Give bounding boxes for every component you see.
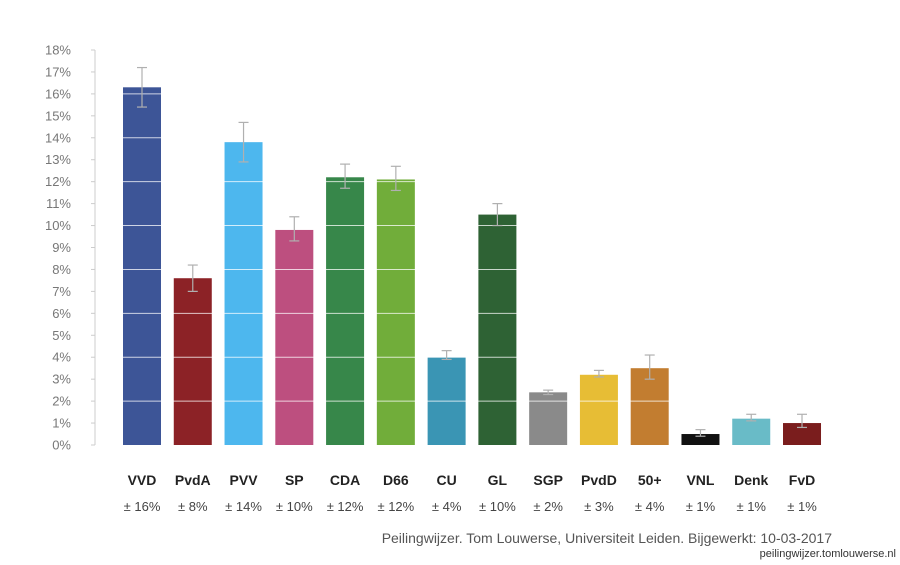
source-credit: Peilingwijzer. Tom Louwerse, Universitei… <box>381 530 832 546</box>
y-tick-label: 4% <box>52 350 71 365</box>
watermark-url: peilingwijzer.tomlouwerse.nl <box>759 548 896 560</box>
error-bar <box>543 389 554 396</box>
error-bars <box>137 66 808 437</box>
y-tick-label: 9% <box>52 240 71 255</box>
margin-label: ± 12% <box>377 499 414 514</box>
category-label: Denk <box>734 472 768 488</box>
bars <box>123 87 822 446</box>
category-label: PvdA <box>175 472 211 488</box>
y-tick-label: 14% <box>45 130 71 145</box>
y-tick-label: 6% <box>52 306 71 321</box>
margin-label: ± 4% <box>432 499 462 514</box>
y-tick-label: 16% <box>45 86 71 101</box>
bar-sgp <box>529 392 568 445</box>
y-tick-label: 13% <box>45 152 71 167</box>
category-label: SP <box>285 472 304 488</box>
category-label: VNL <box>686 472 714 488</box>
margin-label: ± 1% <box>736 499 766 514</box>
bar-denk <box>732 418 771 445</box>
margin-label: ± 16% <box>124 499 161 514</box>
bar-sp <box>275 229 314 445</box>
bar-vnl <box>681 434 720 445</box>
y-tick-label: 8% <box>52 262 71 277</box>
y-axis: 0% 1% 2% 3% 4% 5% 6% 7% 8% 9% 10% 11% 12% 13% 14% 15% 16… <box>45 43 96 453</box>
margin-label: ± 12% <box>327 499 364 514</box>
gridlines <box>123 49 822 402</box>
error-bar <box>390 165 401 192</box>
error-bar <box>746 413 757 422</box>
bar-gl <box>478 214 517 445</box>
bar-cda <box>326 177 365 445</box>
category-label: CU <box>437 472 457 488</box>
error-bar <box>695 429 706 437</box>
margin-label: ± 4% <box>635 499 665 514</box>
margin-label: ± 2% <box>533 499 563 514</box>
category-label: PVV <box>230 472 259 488</box>
error-bar <box>187 264 198 292</box>
y-tick-label: 10% <box>45 218 71 233</box>
y-tick-label: 7% <box>52 284 71 299</box>
bar-pvdd <box>579 374 618 445</box>
margin-label: ± 10% <box>479 499 516 514</box>
bar-50 <box>630 368 669 445</box>
category-label: FvD <box>789 472 815 488</box>
error-bar <box>137 66 147 108</box>
error-bar <box>238 121 249 163</box>
y-tick-label: 15% <box>45 108 71 123</box>
y-tick-label: 5% <box>52 328 71 343</box>
category-label: CDA <box>330 472 360 488</box>
y-tick-label: 1% <box>52 416 71 431</box>
bar-vvd <box>123 87 161 446</box>
y-tick-label: 17% <box>45 64 71 79</box>
margin-label: ± 14% <box>225 499 262 514</box>
margin-label: ± 8% <box>178 499 208 514</box>
error-bar <box>797 413 808 429</box>
y-tick-label: 18% <box>45 43 71 58</box>
error-bar <box>492 203 503 227</box>
margin-labels: ± 16% ± 8% ± 14% ± 10% ± 12% ± 12% ± 4% ± 10% ± … <box>124 499 818 514</box>
category-label: GL <box>488 472 508 488</box>
y-tick-label: 2% <box>52 394 71 409</box>
y-tick-label: 11% <box>46 196 71 211</box>
bar-pvv <box>224 142 263 445</box>
category-labels: VVD PvdA PVV SP CDA D66 CU GL SGP PvdD 50+ VNL Denk F… <box>128 472 816 488</box>
category-label: SGP <box>533 472 563 488</box>
bar-pvda <box>173 278 212 445</box>
error-bar <box>593 369 604 378</box>
category-label: PvdD <box>581 472 617 488</box>
bar-fvd <box>783 423 822 445</box>
error-bar <box>644 354 655 380</box>
error-bar <box>340 163 351 189</box>
margin-label: ± 1% <box>686 499 716 514</box>
y-tick-label: 3% <box>52 372 71 387</box>
error-bar <box>441 350 452 361</box>
category-label: VVD <box>128 472 157 488</box>
y-tick-label: 0% <box>52 438 71 453</box>
margin-label: ± 1% <box>787 499 817 514</box>
margin-label: ± 3% <box>584 499 614 514</box>
margin-label: ± 10% <box>276 499 313 514</box>
category-label: D66 <box>383 472 409 488</box>
y-tick-label: 12% <box>45 174 71 189</box>
bar-d66 <box>376 179 415 445</box>
category-label: 50+ <box>638 472 662 488</box>
error-bar <box>289 216 300 242</box>
